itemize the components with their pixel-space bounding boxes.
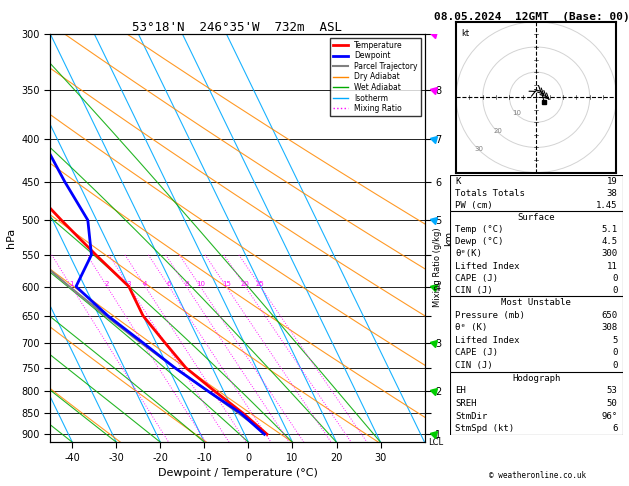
Text: Mixing Ratio (g/kg): Mixing Ratio (g/kg) (433, 227, 442, 307)
Text: 10: 10 (196, 280, 205, 287)
Text: 0: 0 (612, 348, 618, 358)
Text: 6: 6 (612, 424, 618, 433)
Text: StmSpd (kt): StmSpd (kt) (455, 424, 514, 433)
Text: 4.5: 4.5 (601, 237, 618, 246)
Text: 8: 8 (184, 280, 189, 287)
Text: θᵉ (K): θᵉ (K) (455, 323, 487, 332)
Text: Lifted Index: Lifted Index (455, 336, 520, 345)
Text: Hodograph: Hodograph (512, 374, 560, 382)
Text: Totals Totals: Totals Totals (455, 189, 525, 198)
Text: CAPE (J): CAPE (J) (455, 348, 498, 358)
Text: 1: 1 (69, 280, 74, 287)
Text: 4: 4 (143, 280, 147, 287)
Text: CAPE (J): CAPE (J) (455, 274, 498, 283)
Text: K: K (455, 176, 460, 186)
Text: 11: 11 (607, 261, 618, 271)
Text: 10: 10 (513, 110, 521, 116)
Text: 0: 0 (612, 274, 618, 283)
Text: 20: 20 (493, 128, 502, 134)
Text: 20: 20 (241, 280, 250, 287)
Text: 300: 300 (601, 249, 618, 259)
Text: Pressure (mb): Pressure (mb) (455, 311, 525, 320)
Text: 08.05.2024  12GMT  (Base: 00): 08.05.2024 12GMT (Base: 00) (433, 12, 629, 22)
Text: CIN (J): CIN (J) (455, 286, 493, 295)
Text: 30: 30 (474, 146, 483, 153)
Text: 5: 5 (612, 336, 618, 345)
Text: 53: 53 (607, 386, 618, 395)
Text: 25: 25 (256, 280, 265, 287)
Text: PW (cm): PW (cm) (455, 201, 493, 210)
Text: © weatheronline.co.uk: © weatheronline.co.uk (489, 471, 586, 480)
FancyBboxPatch shape (450, 296, 623, 372)
Text: 0: 0 (612, 361, 618, 370)
Text: 96°: 96° (601, 412, 618, 420)
Text: StmDir: StmDir (455, 412, 487, 420)
Text: Surface: Surface (518, 213, 555, 222)
Text: Temp (°C): Temp (°C) (455, 225, 503, 234)
Text: 0: 0 (612, 286, 618, 295)
Text: SREH: SREH (455, 399, 476, 408)
Text: Dewp (°C): Dewp (°C) (455, 237, 503, 246)
FancyBboxPatch shape (450, 211, 623, 296)
Text: 650: 650 (601, 311, 618, 320)
Text: kt: kt (462, 29, 469, 38)
FancyBboxPatch shape (450, 175, 623, 211)
Text: 308: 308 (601, 323, 618, 332)
Text: 38: 38 (607, 189, 618, 198)
Text: 1.45: 1.45 (596, 201, 618, 210)
Text: Most Unstable: Most Unstable (501, 298, 571, 307)
Text: 5.1: 5.1 (601, 225, 618, 234)
Title: 53°18'N  246°35'W  732m  ASL: 53°18'N 246°35'W 732m ASL (133, 21, 342, 34)
FancyBboxPatch shape (450, 372, 623, 435)
X-axis label: Dewpoint / Temperature (°C): Dewpoint / Temperature (°C) (157, 468, 318, 478)
Text: 2: 2 (105, 280, 109, 287)
Text: 50: 50 (607, 399, 618, 408)
Text: θᵉ(K): θᵉ(K) (455, 249, 482, 259)
Text: EH: EH (455, 386, 465, 395)
Text: CIN (J): CIN (J) (455, 361, 493, 370)
Text: 15: 15 (222, 280, 231, 287)
Text: LCL: LCL (428, 438, 443, 447)
Y-axis label: km
ASL: km ASL (444, 229, 465, 247)
Text: 6: 6 (167, 280, 171, 287)
Text: 19: 19 (607, 176, 618, 186)
Legend: Temperature, Dewpoint, Parcel Trajectory, Dry Adiabat, Wet Adiabat, Isotherm, Mi: Temperature, Dewpoint, Parcel Trajectory… (330, 38, 421, 116)
Text: Lifted Index: Lifted Index (455, 261, 520, 271)
Text: 3: 3 (127, 280, 131, 287)
Y-axis label: hPa: hPa (6, 228, 16, 248)
